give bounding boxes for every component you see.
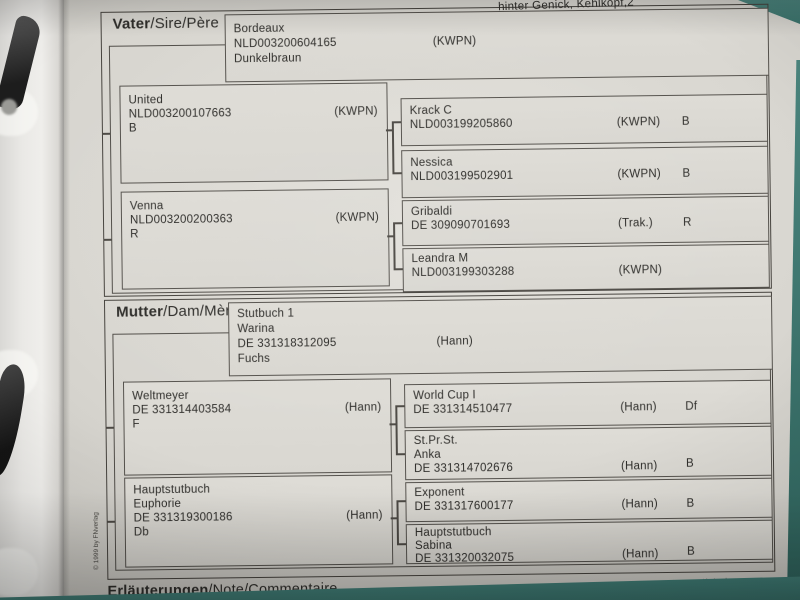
horse-color: Dunkelbraun (233, 52, 302, 66)
sire-title-rest: /Sire/Père (150, 14, 220, 33)
connector-line (105, 426, 114, 429)
pedigree-box-gribaldi: Gribaldi DE 309090701693 (Trak.) R (401, 195, 770, 247)
pedigree-box-sabina: Hauptstutbuch Sabina DE 331320032075 (Ha… (405, 519, 774, 566)
pedigree-box-leandra-m: Leandra M NLD003199303288 (KWPN) (402, 243, 770, 293)
breed-label: (Hann) (346, 509, 383, 522)
horse-name: Anka (413, 448, 441, 462)
horse-registration: DE 331314702676 (413, 461, 514, 476)
horse-registration: NLD003199205860 (409, 117, 513, 132)
horse-name: Bordeaux (233, 22, 285, 36)
breed-label: (KWPN) (616, 116, 661, 129)
connector-line (101, 132, 110, 135)
horse-name: World Cup I (413, 389, 476, 403)
horse-name: Sabina (414, 539, 453, 553)
sire-title-bold: Vater (112, 15, 151, 33)
pedigree-box-warina: Stutbuch 1 Warina DE 331318312095 Fuchs … (228, 295, 773, 377)
grade-label: Df (685, 400, 698, 413)
connector-line (103, 238, 112, 241)
horse-name: United (128, 94, 164, 107)
pedigree-box-exponent: Exponent DE 331317600177 (Hann) B (405, 477, 773, 523)
binder-tab (0, 548, 38, 596)
connector-line (391, 121, 401, 123)
studbook-title: Hauptstutbuch (133, 483, 211, 497)
breed-label: (Hann) (621, 498, 658, 511)
horse-name: Euphorie (133, 497, 182, 511)
horse-name: Gribaldi (410, 205, 453, 219)
horse-registration: NLD003199303288 (411, 265, 515, 280)
breed-label: (Hann) (620, 401, 657, 414)
breed-label: (KWPN) (335, 211, 380, 225)
connector-line (395, 453, 405, 455)
breed-label: (KWPN) (617, 168, 661, 181)
breed-label: (KWPN) (432, 35, 477, 48)
horse-color: Db (133, 526, 150, 539)
horse-registration: DE 331314403584 (132, 403, 232, 417)
dam-title-bold: Mutter (116, 303, 164, 321)
grade-label: B (685, 457, 694, 470)
horse-name: Leandra M (411, 252, 469, 266)
grade-label: B (686, 497, 695, 510)
horse-name: Nessica (410, 156, 453, 170)
horse-color: F (132, 418, 140, 431)
page-seam-shadow (58, 0, 70, 600)
grade-label: R (683, 216, 692, 229)
connector-line (392, 172, 402, 174)
connector-line (393, 222, 403, 224)
pedigree-box-world-cup-i: World Cup I DE 331314510477 (Hann) Df (404, 379, 772, 429)
horse-registration: NLD003200200363 (129, 213, 233, 227)
grade-label: B (687, 545, 696, 558)
breed-label: (Hann) (436, 335, 473, 348)
horse-registration: DE 331320032075 (415, 551, 515, 566)
pedigree-box-euphorie: Hauptstutbuch Euphorie DE 331319300186 D… (124, 474, 394, 568)
studbook-title: St.Pr.St. (413, 434, 458, 448)
breed-label: (Trak.) (618, 217, 653, 230)
horse-name: Weltmeyer (132, 389, 189, 403)
breed-label: (KWPN) (618, 264, 663, 277)
breed-label: (Hann) (620, 460, 658, 473)
horse-name: Exponent (414, 486, 465, 500)
horse-name: Venna (129, 200, 164, 213)
pedigree-box-krack-c: Krack C NLD003199205860 (KWPN) B (400, 93, 769, 147)
horse-registration: DE 331314510477 (413, 402, 513, 417)
horse-registration: DE 331318312095 (237, 337, 337, 351)
grade-label: B (681, 115, 690, 128)
connector-line (395, 405, 405, 407)
pedigree-box-bordeaux: Bordeaux NLD003200604165 Dunkelbraun (KW… (224, 7, 770, 83)
horse-name: Warina (237, 322, 275, 336)
grade-label: B (682, 167, 691, 180)
studbook-title: Hauptstutbuch (414, 526, 492, 540)
horse-color: R (130, 228, 139, 241)
horse-registration: DE 309090701693 (411, 218, 511, 233)
dam-section-title: Mutter/Dam/Mère (116, 302, 239, 321)
horse-registration: NLD003200604165 (233, 36, 337, 51)
horse-registration: DE 331317600177 (414, 499, 514, 514)
pedigree-box-nessica: Nessica NLD003199502901 (KWPN) B (401, 145, 769, 199)
breed-label: (Hann) (622, 548, 659, 561)
horse-color: Fuchs (237, 352, 271, 366)
pedigree-box-venna: Venna NLD003200200363 R (KWPN) (120, 188, 390, 290)
connector-line (106, 520, 115, 523)
horse-color: B (128, 122, 137, 135)
horse-registration: NLD003200107663 (128, 107, 232, 121)
connector-line (396, 500, 406, 502)
breed-label: (KWPN) (334, 105, 378, 119)
sire-section-title: Vater/Sire/Père (113, 14, 220, 32)
pedigree-box-united: United NLD003200107663 B (KWPN) (119, 82, 389, 184)
horse-registration: DE 331319300186 (133, 511, 233, 525)
connector-line (396, 543, 406, 545)
horse-name: Krack C (409, 104, 453, 118)
pedigree-box-anka: St.Pr.St. Anka DE 331314702676 (Hann) B (404, 425, 773, 481)
copyright-note: © 1999 by FNverlag (92, 512, 101, 571)
breed-label: (Hann) (344, 401, 382, 414)
pedigree-box-weltmeyer: Weltmeyer DE 331314403584 F (Hann) (122, 378, 393, 476)
horse-registration: NLD003199502901 (410, 169, 514, 184)
connector-line (393, 268, 403, 270)
studbook-title: Stutbuch 1 (237, 307, 295, 321)
